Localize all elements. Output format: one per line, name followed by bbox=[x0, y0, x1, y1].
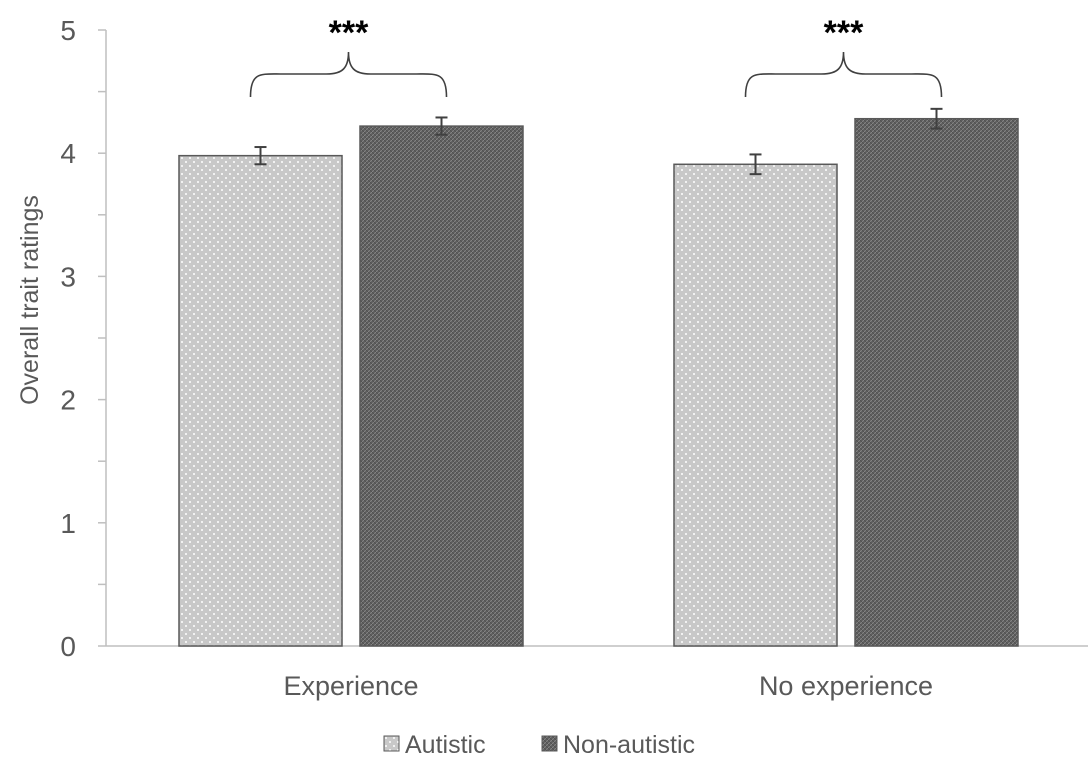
y-tick-label: 4 bbox=[60, 138, 76, 169]
legend-label-autistic: Autistic bbox=[405, 731, 486, 759]
y-tick-label: 0 bbox=[60, 631, 76, 662]
y-axis-ticks: 0 1 2 3 4 5 bbox=[60, 15, 106, 662]
y-tick-label: 3 bbox=[60, 261, 76, 292]
significance-layer: *** *** bbox=[249, 14, 943, 98]
error-bars-layer bbox=[254, 107, 943, 176]
bars-layer bbox=[178, 117, 1019, 647]
x-axis-labels: Experience No experience bbox=[283, 671, 933, 701]
x-tick-label: No experience bbox=[759, 671, 933, 701]
legend: Autistic Non-autistic bbox=[383, 731, 695, 759]
legend-swatch-non-autistic bbox=[541, 735, 558, 752]
legend-swatch-autistic bbox=[383, 735, 400, 752]
significance-stars: *** bbox=[824, 14, 864, 52]
y-tick-label: 5 bbox=[60, 15, 76, 46]
legend-label-non-autistic: Non-autistic bbox=[563, 731, 695, 759]
bar-autistic-no-experience bbox=[673, 163, 838, 647]
bar-autistic-experience bbox=[178, 154, 343, 647]
significance-stars: *** bbox=[329, 14, 369, 52]
significance-brace bbox=[249, 51, 448, 98]
x-tick-label: Experience bbox=[283, 671, 418, 701]
bar-non-autistic-experience bbox=[359, 125, 524, 647]
y-tick-label: 1 bbox=[60, 508, 76, 539]
y-axis-title: Overall trait ratings bbox=[16, 195, 44, 405]
bar-non-autistic-no-experience bbox=[854, 117, 1019, 647]
significance-brace bbox=[744, 51, 943, 98]
y-tick-label: 2 bbox=[60, 385, 76, 416]
